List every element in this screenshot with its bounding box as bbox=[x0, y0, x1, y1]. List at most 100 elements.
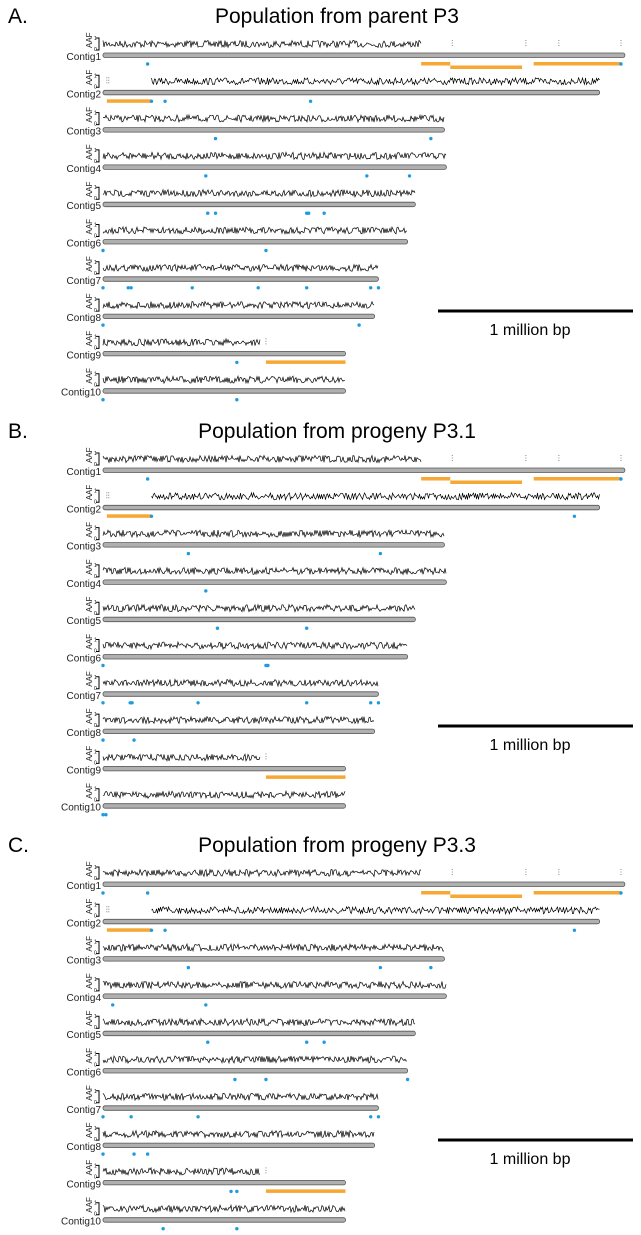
panel-letter: A. bbox=[8, 5, 28, 28]
aaf-tick: 1 bbox=[94, 526, 97, 532]
aaf-bracket bbox=[96, 866, 100, 880]
deletion-segment bbox=[265, 360, 346, 364]
aaf-trace bbox=[102, 566, 447, 576]
variant-dot bbox=[130, 701, 134, 705]
aaf-trace bbox=[102, 1129, 375, 1139]
variant-dot bbox=[369, 286, 373, 290]
variant-dot bbox=[101, 398, 105, 402]
aaf-tick: 0 bbox=[94, 760, 97, 766]
variant-dot bbox=[186, 551, 191, 556]
contig-label: Contig9 bbox=[67, 350, 102, 361]
contig-label: Contig8 bbox=[67, 313, 102, 324]
aaf-tick: 0 bbox=[94, 537, 97, 543]
contig-row: Contig9 AAF 1 0 bbox=[67, 1160, 346, 1194]
aaf-bracket bbox=[96, 335, 100, 349]
aaf-tick: 0 bbox=[94, 611, 97, 617]
aaf-bracket bbox=[96, 713, 100, 727]
contig-label: Contig7 bbox=[67, 276, 102, 287]
contig-bar bbox=[102, 1180, 346, 1186]
variant-dot bbox=[206, 211, 210, 215]
contig-bar bbox=[102, 542, 445, 548]
deletion-segment bbox=[106, 928, 152, 932]
aaf-trace bbox=[102, 715, 375, 725]
variant-dot bbox=[235, 1227, 239, 1231]
variant-dot bbox=[129, 286, 133, 290]
variant-dot bbox=[101, 663, 105, 668]
variant-dot bbox=[308, 99, 313, 104]
aaf-trace bbox=[102, 640, 408, 651]
aaf-tick: 1 bbox=[94, 223, 97, 229]
aaf-tick: 1 bbox=[94, 638, 97, 644]
aaf-tick: 1 bbox=[94, 36, 97, 42]
scale-bar-label: 1 million bp bbox=[490, 737, 571, 754]
contig-label: Contig5 bbox=[67, 616, 102, 627]
aaf-axis-label: AAF bbox=[85, 1197, 94, 1213]
variant-dot bbox=[111, 1003, 115, 1007]
aaf-tick: 1 bbox=[94, 563, 97, 569]
aaf-axis-label: AAF bbox=[85, 447, 94, 463]
aaf-tick: 1 bbox=[94, 372, 97, 378]
deletion-segment bbox=[421, 62, 451, 66]
aaf-bracket bbox=[96, 941, 100, 955]
contig-label: Contig3 bbox=[67, 127, 102, 138]
contig-bar bbox=[102, 993, 447, 999]
aaf-axis-label: AAF bbox=[85, 1085, 94, 1101]
contig-bar bbox=[102, 313, 376, 320]
aaf-bracket bbox=[96, 149, 100, 163]
aaf-tick: 1 bbox=[94, 334, 97, 340]
contig-label: Contig9 bbox=[67, 1179, 102, 1190]
variant-dot bbox=[101, 1152, 105, 1156]
aaf-bracket bbox=[96, 112, 100, 126]
variant-dot bbox=[572, 514, 577, 518]
aaf-axis-label: AAF bbox=[85, 522, 94, 538]
aaf-tick: 1 bbox=[94, 749, 97, 755]
contig-label: Contig1 bbox=[67, 52, 102, 63]
variant-dot bbox=[190, 286, 194, 290]
aaf-trace bbox=[102, 1055, 408, 1065]
aaf-trace bbox=[102, 942, 444, 953]
contig-row: Contig5 AAF 1 0 bbox=[67, 597, 416, 630]
aaf-tick: 1 bbox=[94, 185, 97, 191]
aaf-tick: 0 bbox=[94, 798, 97, 804]
aaf-tick: 0 bbox=[94, 1174, 97, 1180]
aaf-tick: 1 bbox=[94, 712, 97, 718]
variant-dot bbox=[101, 738, 105, 742]
contig-label: Contig6 bbox=[67, 654, 102, 665]
contig-label: Contig5 bbox=[67, 1030, 102, 1041]
aaf-bracket bbox=[96, 186, 100, 200]
aaf-tick: 1 bbox=[94, 865, 97, 871]
contig-row: Contig8 AAF 1 0 bbox=[67, 293, 376, 327]
aaf-tick: 1 bbox=[94, 1089, 97, 1095]
contig-bar bbox=[102, 579, 447, 585]
contig-row: Contig6 AAF 1 0 bbox=[67, 219, 408, 253]
variant-dot bbox=[357, 323, 361, 327]
deletion-segment bbox=[106, 514, 152, 518]
aaf-axis-label: AAF bbox=[85, 32, 94, 48]
scale-bar-label: 1 million bp bbox=[490, 1151, 571, 1168]
aaf-bracket bbox=[96, 37, 100, 51]
aaf-tick: 0 bbox=[94, 988, 97, 994]
aaf-trace bbox=[102, 151, 447, 161]
aaf-axis-label: AAF bbox=[85, 368, 94, 384]
aaf-tick: 1 bbox=[94, 451, 97, 457]
aaf-bracket bbox=[96, 1127, 100, 1141]
variant-dot bbox=[101, 248, 105, 253]
contig-row: Contig9 AAF 1 0 bbox=[67, 746, 346, 779]
aaf-trace bbox=[102, 300, 375, 310]
aaf-axis-label: AAF bbox=[85, 597, 94, 613]
aaf-tick: 0 bbox=[94, 1137, 97, 1143]
aaf-trace bbox=[102, 263, 379, 273]
contig-bar bbox=[102, 1068, 408, 1074]
contig-label: Contig3 bbox=[67, 542, 102, 553]
contig-bar bbox=[102, 803, 346, 809]
aaf-bracket bbox=[96, 261, 100, 275]
panel-a: A. Population from parent P3 1 million bp C… bbox=[8, 5, 633, 402]
deletion-segment bbox=[450, 894, 523, 898]
variant-dot bbox=[145, 477, 150, 481]
contig-label: Contig8 bbox=[67, 728, 102, 739]
contig-bar bbox=[102, 616, 416, 623]
aaf-bracket bbox=[96, 750, 100, 764]
contig-row: Contig5 AAF 1 0 bbox=[67, 1011, 416, 1044]
contig-label: Contig10 bbox=[61, 803, 101, 814]
variant-dot bbox=[256, 286, 260, 290]
